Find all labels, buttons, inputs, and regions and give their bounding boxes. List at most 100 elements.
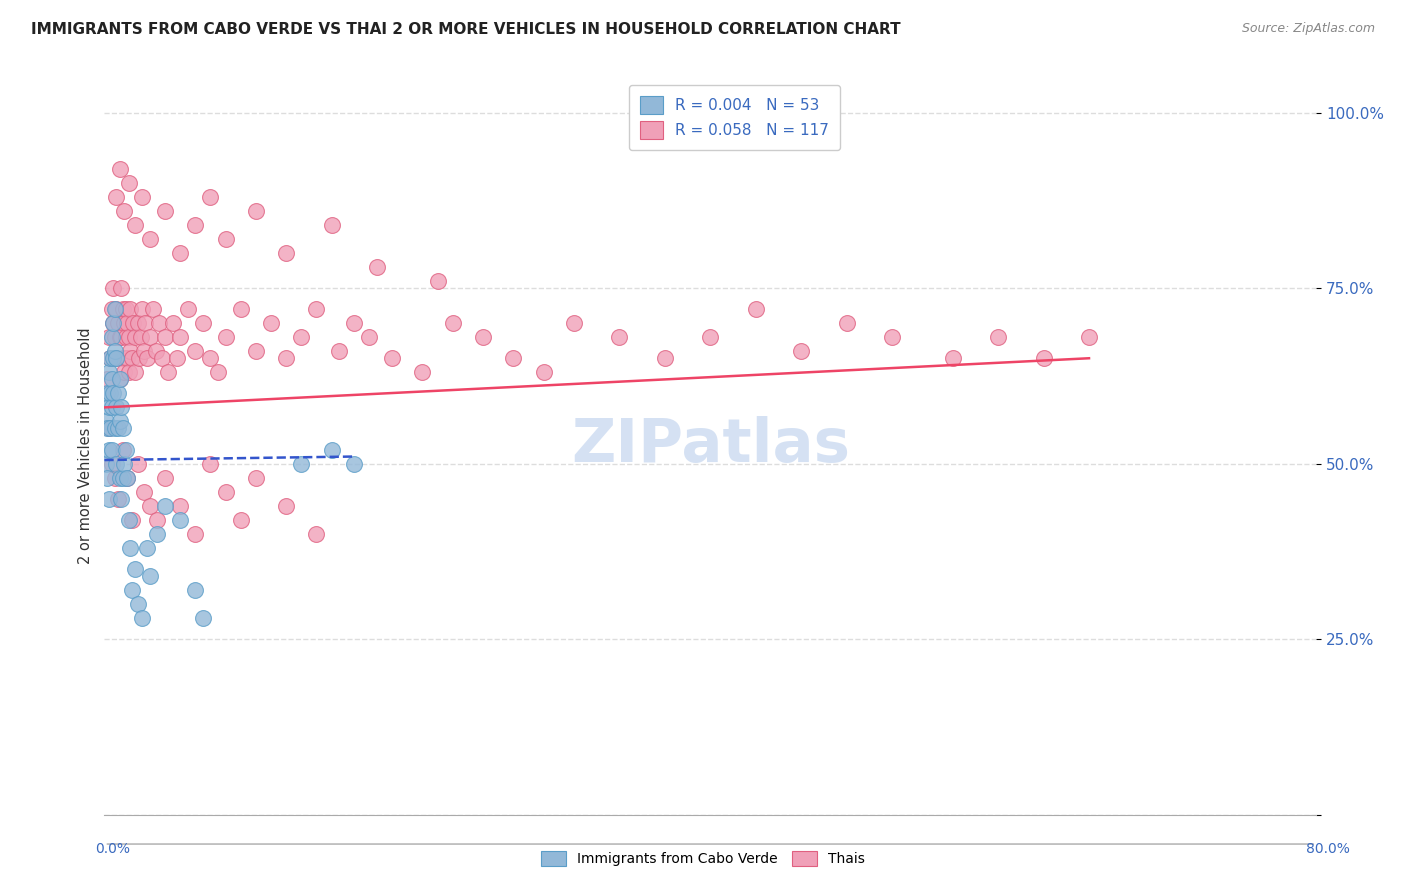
Point <box>880 330 903 344</box>
Point <box>124 365 146 379</box>
Point <box>107 316 129 330</box>
Point <box>139 569 162 583</box>
Point <box>132 344 155 359</box>
Point <box>699 330 721 344</box>
Point <box>101 302 124 317</box>
Point <box>156 365 179 379</box>
Point <box>127 457 149 471</box>
Point <box>562 316 585 330</box>
Point <box>426 274 449 288</box>
Point <box>114 302 136 317</box>
Point <box>200 190 222 204</box>
Point <box>101 457 124 471</box>
Point <box>245 344 267 359</box>
Point <box>104 470 127 484</box>
Point <box>121 582 143 597</box>
Point <box>184 526 207 541</box>
Point <box>111 470 134 484</box>
Point <box>321 442 343 457</box>
Point <box>411 365 433 379</box>
Point <box>1078 330 1101 344</box>
Point <box>131 302 153 317</box>
Point <box>184 218 207 232</box>
Point <box>112 316 135 330</box>
Point <box>112 365 135 379</box>
Point <box>97 421 120 435</box>
Point <box>1032 351 1054 366</box>
Point <box>343 316 366 330</box>
Point <box>169 513 191 527</box>
Point <box>103 316 125 330</box>
Point <box>117 176 139 190</box>
Point <box>942 351 965 366</box>
Point <box>120 302 142 317</box>
Point <box>122 316 145 330</box>
Point <box>290 457 312 471</box>
Point <box>121 513 143 527</box>
Point <box>127 316 149 330</box>
Point <box>533 365 555 379</box>
Point <box>124 562 146 576</box>
Point <box>134 316 156 330</box>
Point <box>343 457 366 471</box>
Point <box>441 316 464 330</box>
Point <box>166 351 188 366</box>
Point <box>117 513 139 527</box>
Point <box>654 351 676 366</box>
Point <box>100 386 122 401</box>
Text: 80.0%: 80.0% <box>1306 842 1350 856</box>
Point <box>115 316 138 330</box>
Point <box>135 351 157 366</box>
Point <box>321 218 343 232</box>
Point <box>366 260 388 274</box>
Point <box>108 372 131 386</box>
Point <box>104 421 127 435</box>
Point <box>472 330 495 344</box>
Point <box>105 401 128 415</box>
Point <box>110 491 132 506</box>
Point <box>94 414 117 428</box>
Point <box>139 232 162 246</box>
Point <box>835 316 858 330</box>
Point <box>153 330 176 344</box>
Point <box>121 351 143 366</box>
Point <box>169 499 191 513</box>
Point <box>381 351 404 366</box>
Point <box>132 484 155 499</box>
Point <box>105 351 128 366</box>
Point <box>359 330 381 344</box>
Point <box>129 330 152 344</box>
Point <box>745 302 768 317</box>
Point <box>105 190 128 204</box>
Text: 0.0%: 0.0% <box>96 842 131 856</box>
Point <box>115 351 138 366</box>
Point <box>146 526 169 541</box>
Point <box>191 611 214 625</box>
Point <box>200 457 222 471</box>
Point <box>100 351 122 366</box>
Point <box>191 316 214 330</box>
Point <box>114 442 136 457</box>
Y-axis label: 2 or more Vehicles in Household: 2 or more Vehicles in Household <box>79 327 93 565</box>
Point <box>101 330 124 344</box>
Point <box>214 330 236 344</box>
Point <box>103 281 125 295</box>
Point <box>111 421 134 435</box>
Point <box>108 414 131 428</box>
Point <box>107 491 129 506</box>
Point <box>214 232 236 246</box>
Point <box>104 344 127 359</box>
Text: ZIPatlas: ZIPatlas <box>571 417 849 475</box>
Point <box>987 330 1010 344</box>
Point <box>260 316 283 330</box>
Point <box>276 351 298 366</box>
Point <box>127 597 149 611</box>
Point <box>97 442 120 457</box>
Point <box>96 421 118 435</box>
Point <box>328 344 350 359</box>
Point <box>139 499 162 513</box>
Point <box>124 218 146 232</box>
Point <box>105 302 128 317</box>
Point <box>104 330 127 344</box>
Point <box>103 316 125 330</box>
